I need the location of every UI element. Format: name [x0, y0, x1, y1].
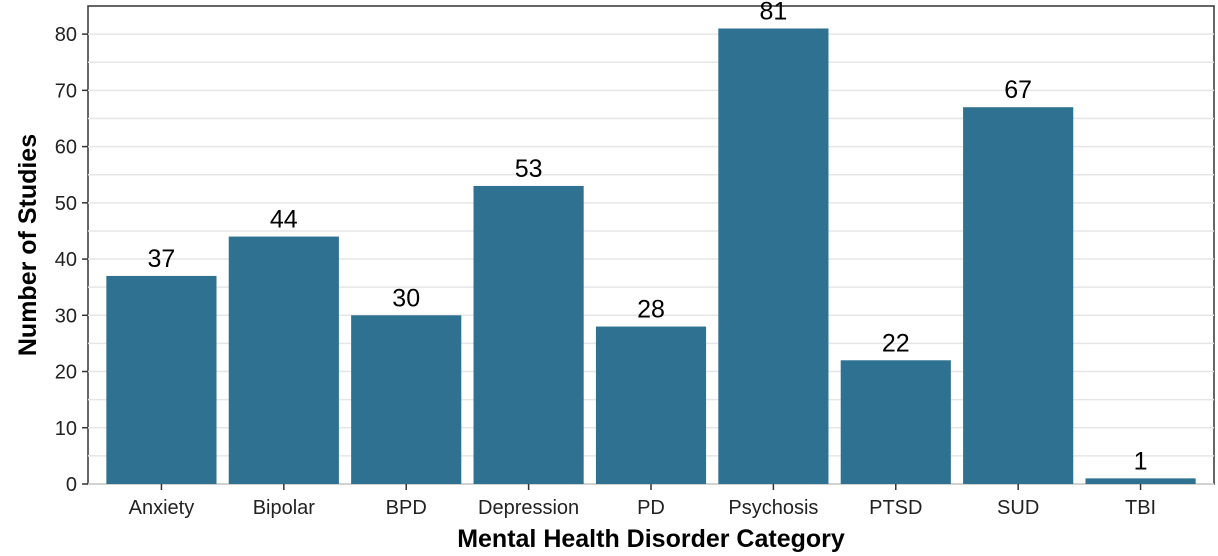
data-label-ptsd: 22: [882, 329, 910, 357]
bar-ptsd: [840, 360, 951, 484]
x-tick-label-bipolar: Bipolar: [253, 497, 316, 519]
y-tick-label: 10: [55, 418, 77, 440]
y-tick-label: 0: [66, 474, 77, 496]
data-label-pd: 28: [637, 296, 665, 324]
y-tick-label: 40: [55, 249, 77, 271]
data-label-anxiety: 37: [148, 245, 176, 273]
bar-bipolar: [228, 236, 339, 484]
data-labels: 37 44 30 53 28 81 22 67 1: [148, 0, 1148, 475]
x-axis: Anxiety Bipolar BPD Depression PD Psychosis PT…: [129, 484, 1156, 519]
bar-psychosis: [718, 28, 829, 485]
data-label-bpd: 30: [392, 284, 420, 312]
bar-tbi: [1085, 478, 1196, 484]
x-tick-label-anxiety: Anxiety: [129, 497, 195, 519]
y-axis-title: Number of Studies: [14, 134, 42, 356]
y-axis: 0 10 20 30 40 50 60 70 80: [55, 24, 88, 496]
y-tick-label: 70: [55, 80, 77, 102]
y-tick-label: 60: [55, 137, 77, 159]
data-label-bipolar: 44: [270, 206, 298, 234]
x-tick-label-ptsd: PTSD: [869, 497, 922, 519]
y-tick-label: 30: [55, 305, 77, 327]
x-tick-label-psychosis: Psychosis: [728, 497, 818, 519]
data-label-tbi: 1: [1134, 447, 1148, 475]
data-label-psychosis: 81: [759, 0, 787, 25]
y-tick-label: 80: [55, 24, 77, 46]
data-label-depression: 53: [515, 155, 543, 183]
bar-bpd: [351, 315, 462, 484]
bar-anxiety: [106, 275, 217, 484]
x-tick-label-pd: PD: [637, 497, 665, 519]
y-tick-label: 50: [55, 193, 77, 215]
y-tick-label: 20: [55, 362, 77, 384]
x-tick-label-tbi: TBI: [1125, 497, 1156, 519]
x-axis-title: Mental Health Disorder Category: [457, 525, 845, 553]
bars: [106, 28, 1196, 485]
x-tick-label-sud: SUD: [997, 497, 1039, 519]
bar-depression: [473, 185, 584, 484]
x-tick-label-bpd: BPD: [386, 497, 427, 519]
bar-sud: [963, 107, 1074, 485]
bar-pd: [595, 326, 707, 484]
x-tick-label-depression: Depression: [478, 497, 579, 519]
data-label-sud: 67: [1004, 76, 1032, 104]
